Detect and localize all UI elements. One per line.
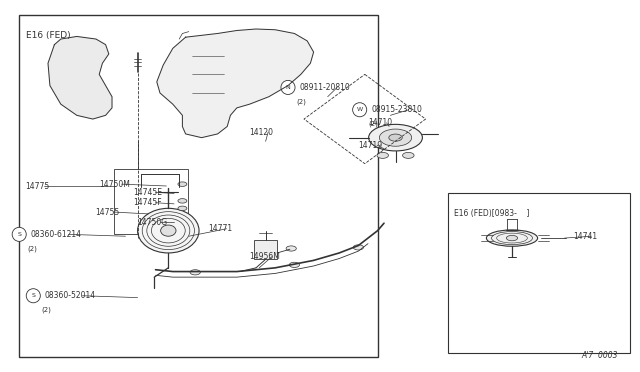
- Circle shape: [353, 103, 367, 117]
- Circle shape: [26, 289, 40, 303]
- Ellipse shape: [178, 206, 187, 211]
- Text: 14741: 14741: [573, 232, 597, 241]
- Ellipse shape: [486, 230, 538, 246]
- Ellipse shape: [190, 270, 200, 275]
- Text: 14771: 14771: [208, 224, 232, 233]
- Ellipse shape: [286, 246, 296, 251]
- Text: 14120: 14120: [250, 128, 274, 137]
- Text: (2): (2): [368, 121, 378, 127]
- Bar: [254, 240, 277, 259]
- Text: 14755: 14755: [95, 208, 119, 217]
- Ellipse shape: [353, 245, 364, 250]
- Text: 08360-61214: 08360-61214: [31, 230, 82, 239]
- Ellipse shape: [138, 208, 199, 253]
- Bar: [448, 193, 630, 353]
- Ellipse shape: [403, 153, 414, 158]
- Ellipse shape: [377, 153, 388, 158]
- Ellipse shape: [161, 225, 176, 236]
- Ellipse shape: [380, 129, 412, 146]
- Text: (2): (2): [42, 307, 51, 313]
- Text: 14956M: 14956M: [250, 252, 280, 261]
- Ellipse shape: [178, 199, 187, 203]
- Text: (2): (2): [28, 245, 37, 252]
- Text: (2): (2): [296, 98, 306, 105]
- Text: 14750G: 14750G: [138, 218, 168, 227]
- Text: N: N: [285, 85, 291, 90]
- Text: 14775: 14775: [26, 182, 50, 190]
- Polygon shape: [157, 29, 314, 138]
- Ellipse shape: [178, 182, 187, 186]
- Text: 08915-23810: 08915-23810: [371, 105, 422, 114]
- Circle shape: [281, 80, 295, 94]
- Text: W: W: [356, 107, 363, 112]
- Text: S: S: [17, 232, 21, 237]
- Circle shape: [12, 227, 26, 241]
- Ellipse shape: [506, 235, 518, 241]
- Text: S: S: [31, 293, 35, 298]
- Text: 14745E: 14745E: [133, 188, 162, 197]
- Text: 08360-52014: 08360-52014: [45, 291, 96, 300]
- Ellipse shape: [388, 134, 403, 141]
- Text: A'7  0003: A'7 0003: [581, 351, 618, 360]
- Text: 14710: 14710: [368, 118, 392, 127]
- Text: 08911-20810: 08911-20810: [300, 83, 350, 92]
- Text: E16 (FED)[0983-    ]: E16 (FED)[0983- ]: [454, 209, 530, 218]
- Text: 14719: 14719: [358, 141, 383, 150]
- Text: E16 (FED): E16 (FED): [26, 31, 70, 40]
- Text: 14745F: 14745F: [133, 198, 162, 207]
- Ellipse shape: [289, 262, 300, 267]
- Text: 14750M: 14750M: [99, 180, 130, 189]
- Polygon shape: [48, 36, 112, 119]
- Bar: [114, 169, 188, 234]
- Ellipse shape: [369, 124, 422, 151]
- Bar: [19, 15, 378, 357]
